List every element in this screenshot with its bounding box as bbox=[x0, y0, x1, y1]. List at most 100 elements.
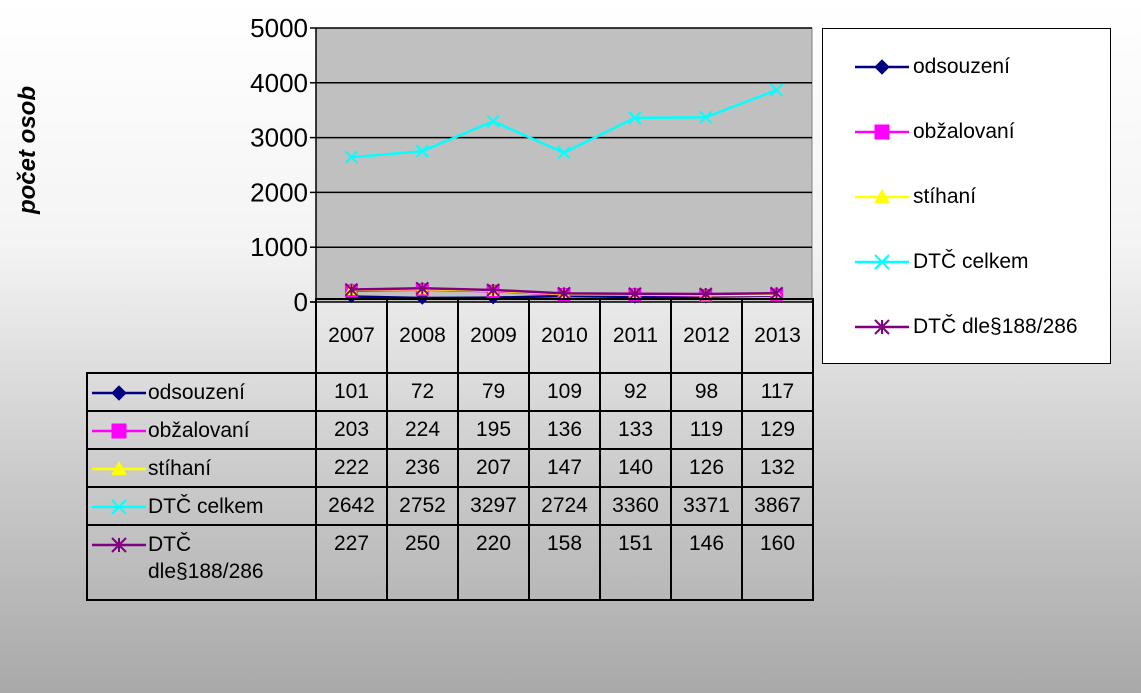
data-label: 250 bbox=[386, 524, 459, 601]
y-tick-label: 5000 bbox=[250, 13, 308, 43]
data-label: 109 bbox=[528, 372, 601, 412]
data-label: 227 bbox=[315, 524, 388, 601]
table-row: DTČ dle§188/286 227 250 220 158 151 146 160 bbox=[86, 524, 814, 601]
x-tick-label: 2007 bbox=[315, 298, 388, 374]
legend-item: stíhaní bbox=[855, 182, 976, 212]
series-key-marker bbox=[111, 423, 127, 439]
y-axis-title-text: počet osob bbox=[14, 85, 41, 215]
legend-item: DTČ celkem bbox=[855, 247, 1029, 277]
data-label: 126 bbox=[670, 448, 743, 488]
table-row: odsouzení 101 72 79 109 92 98 117 bbox=[86, 372, 814, 412]
legend-marker bbox=[874, 254, 890, 270]
data-label: 3360 bbox=[599, 486, 672, 526]
data-label: 220 bbox=[457, 524, 530, 601]
legend-item: odsouzení bbox=[855, 52, 1010, 82]
legend-marker-icon bbox=[855, 59, 909, 75]
legend-label: DTČ dle§188/286 bbox=[913, 315, 1078, 338]
table-header-row: 2007 2008 2009 2010 2011 2012 2013 bbox=[87, 298, 814, 374]
data-label: 2642 bbox=[315, 486, 388, 526]
x-tick-label: 2012 bbox=[670, 298, 743, 374]
data-point bbox=[344, 282, 359, 297]
legend-label: odsouzení bbox=[913, 55, 1010, 78]
table-row-label: obžalovaní bbox=[148, 419, 250, 442]
data-label: 129 bbox=[741, 410, 814, 450]
series-key-icon bbox=[92, 537, 146, 553]
table-row-label: DTČ dle§188/286 bbox=[148, 533, 264, 583]
y-tick-label: 4000 bbox=[250, 68, 308, 98]
series-key-marker bbox=[111, 499, 127, 515]
table-row: stíhaní 222 236 207 147 140 126 132 bbox=[86, 448, 814, 488]
data-label: 222 bbox=[315, 448, 388, 488]
data-point bbox=[769, 83, 784, 97]
plot-background bbox=[315, 27, 813, 303]
data-label: 151 bbox=[599, 524, 672, 601]
table-row-header: obžalovaní bbox=[86, 410, 317, 450]
data-label: 2752 bbox=[386, 486, 459, 526]
data-point bbox=[486, 114, 500, 129]
series-key-icon bbox=[92, 499, 146, 515]
series-key-marker bbox=[111, 537, 127, 553]
legend-marker bbox=[874, 59, 890, 75]
x-tick-label: 2009 bbox=[457, 298, 530, 374]
data-point bbox=[699, 287, 713, 301]
x-tick-label: 2008 bbox=[386, 298, 459, 374]
legend: odsouzení obžalovaní stíhaní DTČ celkem DTČ … bbox=[822, 28, 1111, 364]
table-row-header: stíhaní bbox=[86, 448, 317, 488]
series-key-marker bbox=[111, 460, 127, 476]
data-label: 101 bbox=[315, 372, 388, 412]
legend-marker-icon bbox=[855, 254, 909, 270]
data-label: 133 bbox=[599, 410, 672, 450]
data-label: 3371 bbox=[670, 486, 743, 526]
data-label: 195 bbox=[457, 410, 530, 450]
legend-label: obžalovaní bbox=[913, 120, 1015, 143]
data-label: 79 bbox=[457, 372, 530, 412]
y-tick-label: 1000 bbox=[250, 232, 308, 262]
table-row-header: DTČ dle§188/286 bbox=[86, 524, 317, 601]
data-label: 158 bbox=[528, 524, 601, 601]
series-key-icon bbox=[92, 385, 146, 401]
data-label: 132 bbox=[741, 448, 814, 488]
data-label: 207 bbox=[457, 448, 530, 488]
legend-item: obžalovaní bbox=[855, 117, 1015, 147]
table-row-label: odsouzení bbox=[148, 381, 245, 404]
legend-marker bbox=[874, 319, 890, 335]
data-label: 98 bbox=[670, 372, 743, 412]
legend-marker bbox=[874, 188, 890, 204]
data-label: 160 bbox=[741, 524, 814, 601]
legend-item: DTČ dle§188/286 bbox=[855, 312, 1078, 342]
series-key-icon bbox=[92, 423, 146, 439]
data-point bbox=[628, 287, 642, 301]
data-label: 3867 bbox=[741, 486, 814, 526]
data-label: 3297 bbox=[457, 486, 530, 526]
data-point bbox=[415, 281, 429, 296]
legend-marker-icon bbox=[855, 319, 909, 335]
series-key-icon bbox=[92, 460, 146, 476]
table-row: DTČ celkem 2642 2752 3297 2724 3360 3371 3867 bbox=[86, 486, 814, 526]
x-tick-label: 2011 bbox=[599, 298, 672, 374]
data-point bbox=[344, 150, 359, 164]
data-label: 2724 bbox=[528, 486, 601, 526]
legend-label: DTČ celkem bbox=[913, 250, 1029, 273]
series-4 bbox=[344, 281, 784, 301]
data-point bbox=[557, 146, 571, 160]
data-point bbox=[699, 110, 713, 124]
data-label: 117 bbox=[741, 372, 814, 412]
data-table: 2007 2008 2009 2010 2011 2012 2013 odsouzení 101… bbox=[86, 298, 814, 601]
legend-marker bbox=[874, 124, 890, 140]
data-point bbox=[769, 286, 784, 300]
data-label: 140 bbox=[599, 448, 672, 488]
table-row-label: DTČ celkem bbox=[148, 495, 264, 518]
legend-label: stíhaní bbox=[913, 185, 977, 208]
data-point bbox=[628, 111, 642, 125]
data-label: 136 bbox=[528, 410, 601, 450]
x-tick-label: 2013 bbox=[741, 298, 814, 374]
y-tick-label: 2000 bbox=[250, 177, 308, 207]
series-3 bbox=[344, 83, 784, 164]
data-label: 72 bbox=[386, 372, 459, 412]
data-label: 236 bbox=[386, 448, 459, 488]
table-corner bbox=[87, 299, 317, 374]
table-row-label: stíhaní bbox=[148, 457, 212, 480]
table-row: obžalovaní 203 224 195 136 133 119 129 bbox=[86, 410, 814, 450]
